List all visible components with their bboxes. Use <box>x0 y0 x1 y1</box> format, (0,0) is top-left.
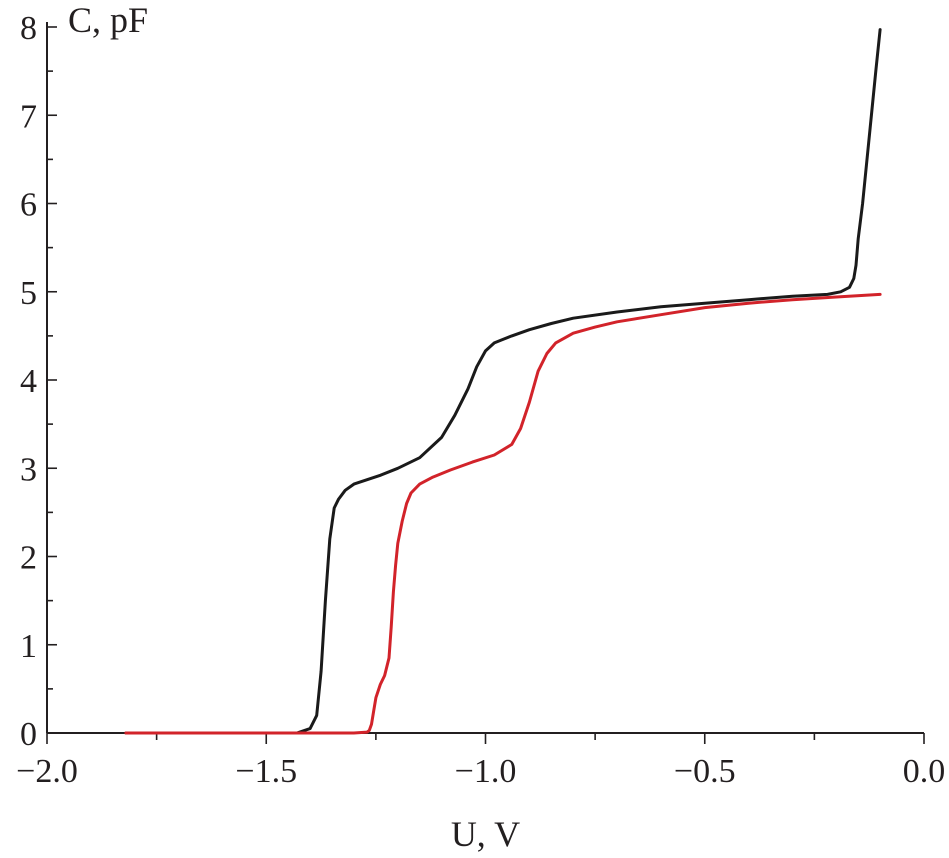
series-line-2 <box>124 292 882 735</box>
y-tick-label: 3 <box>20 451 37 488</box>
x-tick-label: −0.5 <box>674 753 736 790</box>
x-tick-label: −2.0 <box>16 753 78 790</box>
y-tick-label: 2 <box>20 540 37 577</box>
y-axis-title: C, pF <box>68 0 148 40</box>
axis-ticks <box>46 26 925 744</box>
series-layer <box>124 28 882 735</box>
y-tick-label: 7 <box>20 98 37 135</box>
y-tick-label: 6 <box>20 187 37 224</box>
y-tick-label: 0 <box>20 716 37 753</box>
y-tick-label: 8 <box>20 10 37 47</box>
tick-labels: 0 1 2 3 4 5 6 7 8 −2.0 −1.5 −1.0 −0.5 0.0 <box>16 10 945 790</box>
x-tick-label: 0.0 <box>903 753 946 790</box>
x-tick-label: −1.5 <box>235 753 297 790</box>
y-tick-label: 5 <box>20 275 37 312</box>
x-axis-title: U, V <box>451 814 520 854</box>
x-tick-label: −1.0 <box>455 753 517 790</box>
series-line-1 <box>124 28 882 735</box>
y-tick-label: 4 <box>20 363 37 400</box>
y-tick-label: 1 <box>20 628 37 665</box>
